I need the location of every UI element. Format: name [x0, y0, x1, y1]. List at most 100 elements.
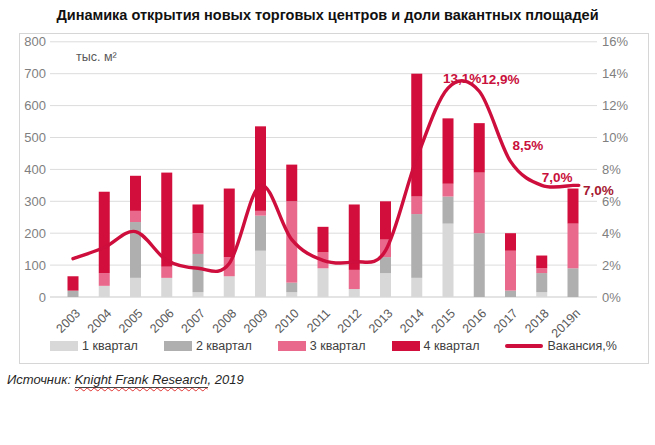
bar-segment-2008-q1: [224, 276, 235, 297]
bar-segment-2014-q4: [411, 74, 422, 197]
bar-segment-2012-q3: [349, 270, 360, 289]
bar-segment-2007-q2: [193, 254, 204, 292]
bar-segment-2015-q3: [443, 184, 454, 197]
source-suffix: , 2019: [208, 372, 244, 387]
bar-segment-2015-q2: [443, 197, 454, 224]
bar-segment-2009-q2: [255, 216, 266, 251]
x-axis-label: 2013: [366, 306, 396, 336]
legend-label: 1 квартал: [82, 339, 138, 353]
y-axis-right-tick: 12%: [602, 98, 628, 113]
legend-item-4-kvartal: 4 квартал: [392, 339, 480, 353]
legend-item-1-kvartal: 1 квартал: [50, 339, 138, 353]
y-axis-right-tick: 10%: [602, 130, 628, 145]
vacancy-point-label: 8,5%: [513, 138, 544, 153]
y-axis-left-tick: 0: [39, 290, 46, 305]
bar-segment-2018-q2: [536, 273, 547, 292]
bar-segment-2009-q1: [255, 251, 266, 297]
bar-segment-2017-q4: [505, 233, 516, 251]
legend-item-2-kvartal: 2 квартал: [164, 339, 252, 353]
bar-segment-2014-q2: [411, 214, 422, 278]
y-axis-right-tick: 2%: [602, 258, 621, 273]
bar-segment-2014-q1: [411, 278, 422, 297]
x-axis-label: 2003: [54, 306, 84, 336]
bar-segment-2010-q4: [286, 165, 297, 202]
y-axis-right-tick: 16%: [602, 34, 628, 49]
y-axis-unit-label: тыс. м²: [76, 50, 117, 64]
legend-line-swatch: [505, 344, 543, 348]
bar-segment-2019п-q2: [568, 268, 579, 297]
source-line: Источник: Knight Frank Research, 2019: [7, 372, 244, 387]
y-axis-left-tick: 700: [24, 66, 46, 81]
bar-segment-2007-q1: [193, 292, 204, 297]
chart-page: Динамика открытия новых торговых центров…: [0, 0, 655, 445]
x-axis-label: 2005: [116, 306, 146, 336]
x-axis-label: 2008: [210, 306, 240, 336]
bar-segment-2009-q3: [255, 211, 266, 216]
y-axis-right-tick: 8%: [602, 162, 621, 177]
vacancy-point-label: 7,0%: [583, 183, 614, 198]
bar-segment-2015-q4: [443, 118, 454, 183]
x-axis-label: 2019п: [549, 306, 583, 340]
legend-swatch: [164, 341, 192, 351]
bar-segment-2016-q3: [474, 173, 485, 234]
bar-segment-2005-q4: [130, 176, 141, 211]
y-axis-left-tick: 100: [24, 258, 46, 273]
bar-segment-2018-q1: [536, 292, 547, 297]
x-axis-label: 2004: [85, 306, 115, 336]
y-axis-right-tick: 4%: [602, 226, 621, 241]
legend-label: Вакансия,%: [547, 339, 616, 353]
vacancy-point-label: 13,1%: [443, 71, 481, 86]
legend-label: 4 квартал: [424, 339, 480, 353]
bar-segment-2010-q2: [286, 283, 297, 293]
legend-item-vacancy-line: Вакансия,%: [505, 339, 616, 353]
y-axis-left-tick: 200: [24, 226, 46, 241]
bar-segment-2011-q1: [318, 268, 329, 297]
bar-segment-2018-q3: [536, 268, 547, 273]
bar-segment-2012-q1: [349, 289, 360, 297]
bar-segment-2016-q4: [474, 123, 485, 172]
bar-segment-2004-q3: [99, 273, 110, 286]
legend-label: 2 квартал: [196, 339, 252, 353]
bar-segment-2016-q2: [474, 233, 485, 297]
y-axis-left-tick: 500: [24, 130, 46, 145]
y-axis-left-tick: 800: [24, 34, 46, 49]
source-link[interactable]: Knight Frank Research: [75, 372, 208, 388]
bar-segment-2013-q2: [380, 257, 391, 273]
bar-segment-2004-q4: [99, 192, 110, 273]
bar-segment-2013-q4: [380, 201, 391, 239]
bar-segment-2007-q4: [193, 204, 204, 233]
y-axis-right-tick: 0%: [602, 290, 621, 305]
bar-segment-2005-q1: [130, 278, 141, 297]
y-axis-right-tick: 14%: [602, 66, 628, 81]
legend-swatch: [392, 341, 420, 351]
x-axis-label: 2015: [429, 306, 459, 336]
x-axis-label: 2006: [147, 306, 177, 336]
bar-segment-2006-q1: [161, 278, 172, 297]
legend-swatch: [50, 341, 78, 351]
x-axis-label: 2010: [272, 306, 302, 336]
x-axis-label: 2016: [460, 306, 490, 336]
legend-item-3-kvartal: 3 квартал: [278, 339, 366, 353]
x-axis-label: 2011: [304, 306, 333, 335]
vacancy-point-label: 7,0%: [542, 170, 573, 185]
x-axis-label: 2009: [241, 306, 271, 336]
x-axis-label: 2012: [335, 306, 365, 336]
bar-segment-2018-q4: [536, 256, 547, 269]
y-axis-left-tick: 600: [24, 98, 46, 113]
bar-segment-2019п-q3: [568, 224, 579, 269]
x-axis-label: 2018: [522, 306, 552, 336]
x-axis-label: 2014: [397, 306, 427, 336]
bar-segment-2006-q4: [161, 173, 172, 267]
bar-segment-2005-q3: [130, 211, 141, 222]
x-axis-label: 2007: [179, 306, 209, 336]
bar-segment-2010-q1: [286, 292, 297, 297]
y-axis-left-tick: 300: [24, 194, 46, 209]
bar-segment-2013-q1: [380, 273, 391, 297]
bar-segment-2007-q3: [193, 233, 204, 254]
source-prefix: Источник:: [7, 372, 75, 387]
bar-segment-2017-q2: [505, 291, 516, 297]
bar-segment-2006-q3: [161, 267, 172, 278]
bar-segment-2003-q2: [68, 291, 79, 297]
y-axis-left-tick: 400: [24, 162, 46, 177]
bar-segment-2008-q4: [224, 189, 235, 258]
